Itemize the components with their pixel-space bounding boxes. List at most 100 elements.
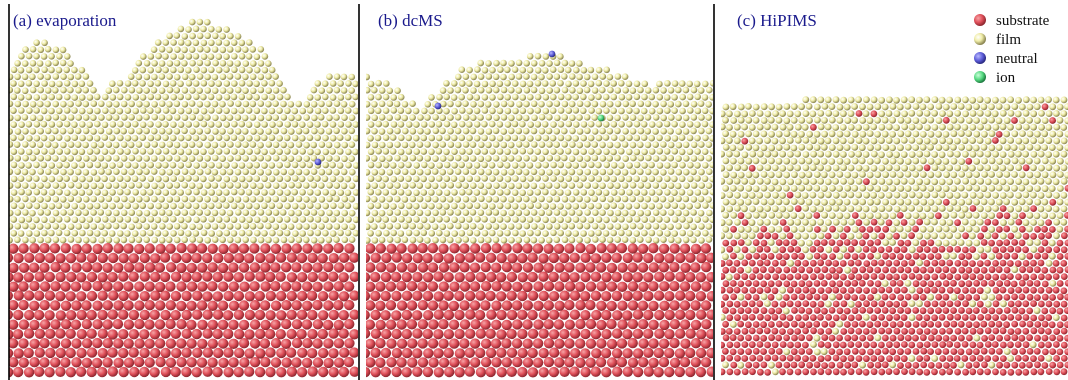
film-atom — [390, 94, 398, 101]
film-atom — [622, 155, 629, 162]
film-atom — [63, 175, 70, 182]
substrate-atom — [973, 348, 980, 356]
substrate-atom — [616, 243, 628, 254]
film-atom — [916, 164, 924, 172]
film-atom — [200, 107, 208, 115]
film-atom — [192, 25, 200, 33]
substrate-atom — [832, 368, 840, 376]
film-atom — [44, 100, 51, 108]
film-atom — [1053, 137, 1061, 145]
film-atom — [424, 237, 431, 244]
film-atom — [59, 182, 67, 189]
substrate-atom — [787, 341, 794, 349]
film-atom — [576, 222, 584, 230]
film-atom — [667, 223, 674, 231]
substrate-atom — [533, 300, 544, 311]
film-atom — [200, 93, 207, 101]
film-atom — [667, 128, 674, 135]
film-atom — [667, 154, 675, 162]
film-atom — [531, 114, 538, 122]
film-atom — [158, 60, 166, 67]
film-atom — [640, 121, 648, 128]
film-atom — [690, 236, 697, 244]
film-atom — [648, 107, 656, 115]
substrate-atom — [745, 280, 752, 287]
substrate-atom — [238, 338, 250, 349]
film-atom — [682, 114, 690, 122]
film-atom — [219, 141, 227, 148]
film-atom — [954, 150, 961, 158]
substrate-atom — [44, 310, 55, 321]
film-atom — [637, 223, 644, 230]
film-atom — [805, 157, 813, 165]
film-atom — [772, 191, 779, 199]
film-atom — [9, 237, 13, 244]
film-atom — [151, 73, 158, 81]
film-atom — [166, 182, 173, 189]
substrate-atom — [840, 328, 848, 335]
substrate-atom — [44, 271, 55, 283]
substrate-atom — [281, 243, 292, 254]
film-atom — [22, 236, 29, 244]
film-atom — [999, 137, 1007, 145]
film-atom — [817, 137, 825, 145]
film-atom — [189, 209, 196, 216]
substrate-atom — [228, 262, 239, 273]
film-atom — [1037, 150, 1045, 158]
substrate-atom — [92, 337, 103, 349]
film-atom — [420, 148, 428, 155]
substrate-atom — [76, 347, 87, 359]
substrate-atom — [548, 309, 560, 320]
film-atom — [897, 130, 905, 138]
film-atom — [200, 66, 208, 74]
film-atom — [60, 209, 67, 216]
film-atom — [862, 205, 870, 213]
film-atom — [656, 229, 664, 237]
film-atom — [189, 168, 196, 176]
film-atom — [485, 60, 492, 67]
film-atom — [348, 195, 356, 203]
substrate-atom — [821, 362, 828, 369]
film-atom — [741, 151, 749, 159]
film-atom — [1041, 212, 1049, 220]
film-atom — [702, 134, 709, 142]
substrate-atom — [1026, 307, 1034, 315]
substrate-atom — [270, 300, 282, 311]
film-atom — [851, 184, 859, 192]
film-atom — [74, 127, 82, 135]
substrate-atom — [554, 338, 565, 349]
substrate-atom — [904, 307, 912, 315]
film-atom — [162, 161, 169, 169]
film-atom — [734, 164, 741, 172]
substrate-atom — [338, 272, 349, 283]
substrate-atom — [969, 273, 977, 281]
substrate-atom — [802, 368, 810, 376]
substrate-atom — [306, 290, 318, 301]
film-atom — [530, 100, 538, 108]
film-atom — [614, 100, 622, 108]
substrate-atom — [297, 347, 308, 358]
film-atom — [1053, 164, 1060, 172]
substrate-atom — [1060, 260, 1068, 267]
substrate-atom — [840, 355, 847, 363]
film-atom — [128, 86, 136, 94]
substrate-atom — [480, 338, 492, 349]
film-atom — [116, 107, 124, 115]
film-atom — [602, 93, 610, 101]
film-atom — [435, 175, 443, 182]
film-atom — [79, 121, 86, 128]
film-atom — [916, 178, 923, 186]
substrate-atom — [538, 328, 549, 339]
substrate-atom — [207, 338, 218, 349]
substrate-atom — [813, 280, 821, 287]
substrate-atom — [996, 239, 1003, 247]
substrate-atom — [380, 290, 391, 302]
film-atom — [238, 107, 245, 114]
film-atom — [775, 171, 783, 179]
substrate-atom — [1053, 300, 1061, 308]
film-atom — [375, 161, 382, 169]
film-atom — [443, 134, 451, 141]
film-atom — [504, 175, 512, 183]
film-atom — [764, 191, 771, 199]
film-atom — [158, 73, 166, 80]
